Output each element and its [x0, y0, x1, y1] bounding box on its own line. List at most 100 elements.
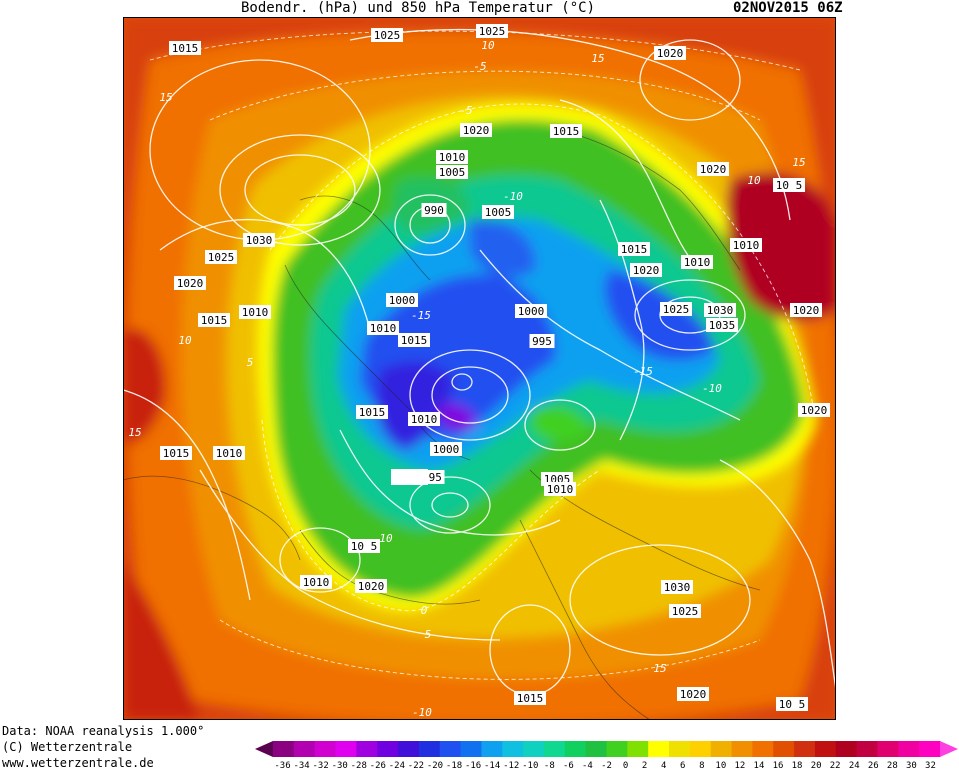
colorbar-tick: -22 — [408, 761, 424, 770]
isobar-label: 1020 — [630, 263, 662, 277]
isobar-label: 1000 — [386, 293, 418, 307]
colorbar-tick: -16 — [465, 761, 481, 770]
isobar-label: 1015 — [514, 691, 546, 705]
colorbar-tick: 30 — [906, 761, 917, 770]
isobar-label-text: 1000 — [389, 294, 416, 307]
isobar-label-text: 1020 — [463, 124, 490, 137]
colorbar-tick: 14 — [754, 761, 765, 770]
isotherm-label: -10 — [503, 190, 523, 203]
isobar-label: 1015 — [160, 446, 192, 460]
colorbar-tick: 24 — [849, 761, 860, 770]
colorbar-swatch — [710, 741, 733, 757]
isobar-label: 1020 — [798, 403, 830, 417]
colorbar-swatch — [648, 741, 670, 757]
colorbar-swatch — [356, 741, 378, 757]
colorbar-swatch — [877, 741, 899, 757]
colorbar-tick: 8 — [699, 761, 704, 770]
isobar-label-text: 1020 — [793, 304, 820, 317]
isobar-label-text: 1025 — [479, 25, 506, 38]
isobar-label-text: 1015 — [359, 406, 386, 419]
isobar-label: 1015 — [169, 41, 201, 55]
isobar-label-text: 1010 — [242, 306, 269, 319]
colorbar-tick: 26 — [868, 761, 879, 770]
isobar-label-text: 1025 — [663, 303, 690, 316]
colorbar-tick: -32 — [313, 761, 329, 770]
isobar-label-text: 1015 — [401, 334, 428, 347]
isotherm-label: 15 — [128, 426, 141, 439]
isotherm-label: -5 — [473, 60, 486, 73]
isotherm-label: -15 — [411, 309, 431, 322]
colorbar-swatch — [377, 741, 399, 757]
isobar-label-text: 1010 — [216, 447, 243, 460]
isobar-label: 1020 — [174, 276, 206, 290]
colorbar-tick: 18 — [792, 761, 803, 770]
colorbar-tick: -2 — [601, 761, 612, 770]
isobar-label-text: 1020 — [633, 264, 660, 277]
isobar-label-text: 1010 — [733, 239, 760, 252]
isobar-label-text: 1030 — [664, 581, 691, 594]
colorbar-swatch — [814, 741, 837, 757]
colorbar-swatch — [439, 741, 462, 757]
isobar-label-text: 1015 — [517, 692, 544, 705]
isotherm-label: 10 — [481, 39, 495, 52]
isobar-label-text: 10 5 — [776, 179, 803, 192]
isobar-label: 1015 — [618, 242, 650, 256]
isobar-label-text: 995 — [532, 335, 552, 348]
isobar-label-text: 1010 — [439, 151, 466, 164]
colorbar-tick: 20 — [811, 761, 822, 770]
isotherm-label: 5 — [425, 628, 432, 641]
colorbar-swatch — [898, 741, 920, 757]
colorbar-tick: 28 — [887, 761, 898, 770]
isobar-label: 1010 — [730, 238, 762, 252]
isotherm-label: 15 — [653, 662, 666, 675]
isobar-label: 1010 — [408, 412, 440, 426]
isotherm-label: 15 — [159, 91, 172, 104]
isobar-label: 1005 — [436, 165, 468, 179]
isobar-label-text: 1015 — [201, 314, 228, 327]
isobar-label-text: 1020 — [680, 688, 707, 701]
isobar-label: 1015 — [356, 405, 388, 419]
isobar-label-text: 1005 — [439, 166, 466, 179]
isobar-label: 1010 — [300, 575, 332, 589]
colorbar-swatch — [689, 741, 712, 757]
isobar-label-text: 1015 — [553, 125, 580, 138]
colorbar-swatch — [481, 741, 503, 757]
isotherm-label: -10 — [702, 382, 722, 395]
colorbar-tick: 12 — [734, 761, 745, 770]
colorbar-swatch — [919, 741, 941, 757]
colorbar-tick: -30 — [332, 761, 348, 770]
isotherm-label: 5 — [247, 356, 254, 369]
map-frame — [123, 17, 836, 720]
isobar-label: 1030 — [704, 303, 736, 317]
colorbar-tick: 2 — [642, 761, 647, 770]
colorbar-swatch — [835, 741, 858, 757]
isobar-label: 1025 — [476, 24, 508, 38]
map-title: Bodendr. (hPa) und 850 hPa Temperatur (°… — [241, 0, 596, 16]
colorbar-swatch — [523, 741, 545, 757]
isobar-label: 1010 — [436, 150, 468, 164]
colorbar-swatch — [773, 741, 795, 757]
colorbar-swatch — [335, 741, 357, 757]
colorbar-tick-labels: -36 -34 -32 -30 -28 -26 -24 -22 -20 -18 -16 -14 -12-… — [274, 761, 935, 770]
colorbar-arrow-left — [255, 741, 273, 757]
colorbar-swatch — [606, 741, 628, 757]
colorbar-swatch — [418, 741, 441, 757]
isotherm-label: 15 — [792, 156, 805, 169]
isobar-label: 995 — [529, 334, 555, 348]
colorbar-tick: -10 — [522, 761, 538, 770]
isobar-label-text: 1010 — [547, 483, 574, 496]
colorbar-swatch — [627, 741, 649, 757]
isobar-label: 1020 — [790, 303, 822, 317]
data-credits: Data: NOAA reanalysis 1.000° (C) Wetterz… — [2, 723, 204, 771]
colorbar-tick: -4 — [582, 761, 593, 770]
colorbar-tick: -8 — [544, 761, 555, 770]
colorbar-swatch — [752, 741, 774, 757]
isobar-label-text: 1010 — [411, 413, 438, 426]
isobar-label: 1035 — [706, 318, 738, 332]
colorbar-tick: -34 — [293, 761, 309, 770]
isobar-label-text: 1025 — [374, 29, 401, 42]
colorbar-tick: 10 — [715, 761, 726, 770]
colorbar-swatch — [794, 741, 816, 757]
isotherm-label: -5 — [459, 104, 472, 117]
